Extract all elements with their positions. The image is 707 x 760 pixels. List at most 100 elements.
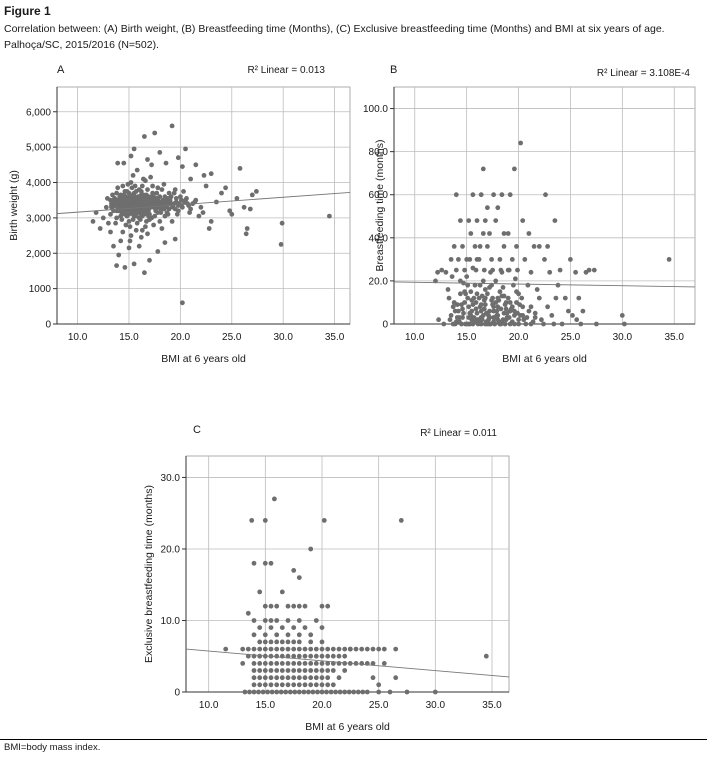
panel-c-point-99 xyxy=(370,675,376,681)
panel-b-point-224 xyxy=(528,321,534,327)
panel-c-point-47 xyxy=(262,661,268,666)
panel-b-point-244 xyxy=(482,295,488,301)
panel-b-point-222 xyxy=(520,304,526,310)
panel-b-point-167 xyxy=(551,321,557,327)
panel-c-point-178 xyxy=(245,610,251,616)
panel-b-point-53 xyxy=(500,285,506,290)
panel-b-point-127 xyxy=(478,192,484,198)
panel-b-point-97 xyxy=(525,282,531,288)
figure-label: Figure 1 xyxy=(4,4,51,18)
panel-c-point-82 xyxy=(330,668,336,673)
panel-b-x-axis-label: BMI at 6 years old xyxy=(502,353,587,365)
panel-c-point-10 xyxy=(291,646,297,652)
panel-c-point-100 xyxy=(393,675,399,681)
panel-b-point-233 xyxy=(480,278,486,284)
panel-c-point-112 xyxy=(313,682,319,688)
panel-b-point-178 xyxy=(490,267,495,273)
panel-a-point-87 xyxy=(144,219,149,224)
panel-c-point-149 xyxy=(257,639,263,645)
panel-c-point-135 xyxy=(324,689,329,695)
panel-a-point-464 xyxy=(108,229,113,235)
panel-c-point-173 xyxy=(268,618,274,623)
bottom-divider xyxy=(0,739,707,740)
panel-a-point-440 xyxy=(234,196,240,201)
panel-b-point-226 xyxy=(468,289,474,295)
panel-b-point-237 xyxy=(514,300,519,305)
panel-a-point-99 xyxy=(166,190,172,196)
panel-b-point-126 xyxy=(470,192,476,198)
panel-c-point-160 xyxy=(262,632,268,638)
panel-a-label: A xyxy=(57,64,65,76)
panel-a-point-167 xyxy=(124,213,130,219)
panel-a-point-70 xyxy=(133,227,139,233)
panel-a-point-52 xyxy=(127,238,133,244)
panel-c-point-159 xyxy=(251,632,257,638)
panel-c-point-201 xyxy=(393,646,399,652)
panel-c-point-189 xyxy=(279,589,285,595)
panel-b-point-115 xyxy=(451,244,457,249)
panel-b-point-173 xyxy=(477,244,483,249)
panel-c-point-113 xyxy=(319,682,325,688)
panel-c-point-68 xyxy=(251,668,257,673)
panel-b-point-160 xyxy=(545,304,550,310)
panel-c-point-101 xyxy=(251,682,257,688)
panel-c-point-152 xyxy=(274,639,280,645)
panel-c-point-110 xyxy=(302,682,308,688)
panel-c-point-15 xyxy=(319,646,325,652)
panel-a-point-427 xyxy=(116,197,122,203)
panel-c-point-18 xyxy=(336,646,342,652)
panel-a-point-450 xyxy=(247,206,253,212)
panel-a-point-467 xyxy=(116,252,122,258)
panel-c-point-120 xyxy=(256,689,261,695)
panel-a-point-492 xyxy=(180,164,185,170)
panel-b-r2-label: R² Linear = 3.108E-4 xyxy=(597,68,691,79)
panel-b-point-96 xyxy=(520,313,526,318)
panel-a-point-435 xyxy=(110,199,115,205)
panel-b-point-84 xyxy=(469,297,475,303)
panel-a-point-423 xyxy=(156,203,162,208)
panel-b-point-82 xyxy=(460,306,465,312)
panel-b-point-95 xyxy=(516,291,521,297)
panel-c-point-35 xyxy=(296,653,302,659)
panel-b-point-221 xyxy=(516,317,521,323)
panel-b-point-13 xyxy=(465,282,471,288)
panel-c-point-108 xyxy=(291,682,297,688)
panel-c-point-40 xyxy=(325,653,331,659)
panel-c-x-tick-label-0: 10.0 xyxy=(199,700,219,711)
panel-b-point-134 xyxy=(518,140,523,146)
panel-a-point-448 xyxy=(223,185,229,191)
panel-c-point-89 xyxy=(279,675,285,681)
panel-b-point-208 xyxy=(450,321,456,327)
panel-b-point-159 xyxy=(549,313,555,318)
panel-c-point-124 xyxy=(274,689,280,695)
panel-c-point-203 xyxy=(347,646,353,652)
panel-a-point-470 xyxy=(131,261,137,267)
panel-c-point-131 xyxy=(306,689,311,695)
panel-a-x-tick-label-1: 15.0 xyxy=(119,332,139,343)
panel-b-point-143 xyxy=(557,267,563,273)
panel-b-point-144 xyxy=(562,295,568,301)
panel-b-point-104 xyxy=(472,244,478,249)
panel-b-point-119 xyxy=(435,269,440,275)
panel-b-point-187 xyxy=(475,321,481,327)
panel-a-point-493 xyxy=(193,162,199,168)
panel-c-point-115 xyxy=(330,682,336,688)
panel-a-point-28 xyxy=(114,215,119,221)
panel-b-point-246 xyxy=(491,304,496,310)
panel-b-point-225 xyxy=(532,310,538,316)
panel-c-point-163 xyxy=(296,632,302,638)
panel-a-y-axis-label: Birth weight (g) xyxy=(8,170,20,241)
panel-a-point-187 xyxy=(171,190,177,196)
panel-c-point-84 xyxy=(251,675,257,681)
panel-b-point-140 xyxy=(545,244,550,249)
panel-b-y-tick-label-5: 100.0 xyxy=(363,104,388,115)
panel-a-point-269 xyxy=(172,206,178,212)
panel-a-point-452 xyxy=(278,242,284,247)
panel-b-point-22 xyxy=(482,287,488,292)
panel-a-point-106 xyxy=(113,220,118,226)
panel-a-point-282 xyxy=(196,213,202,219)
panel-c-point-167 xyxy=(279,625,285,630)
panel-c-point-196 xyxy=(249,518,255,523)
panel-c-point-55 xyxy=(308,661,314,666)
panel-c-point-66 xyxy=(370,661,376,666)
